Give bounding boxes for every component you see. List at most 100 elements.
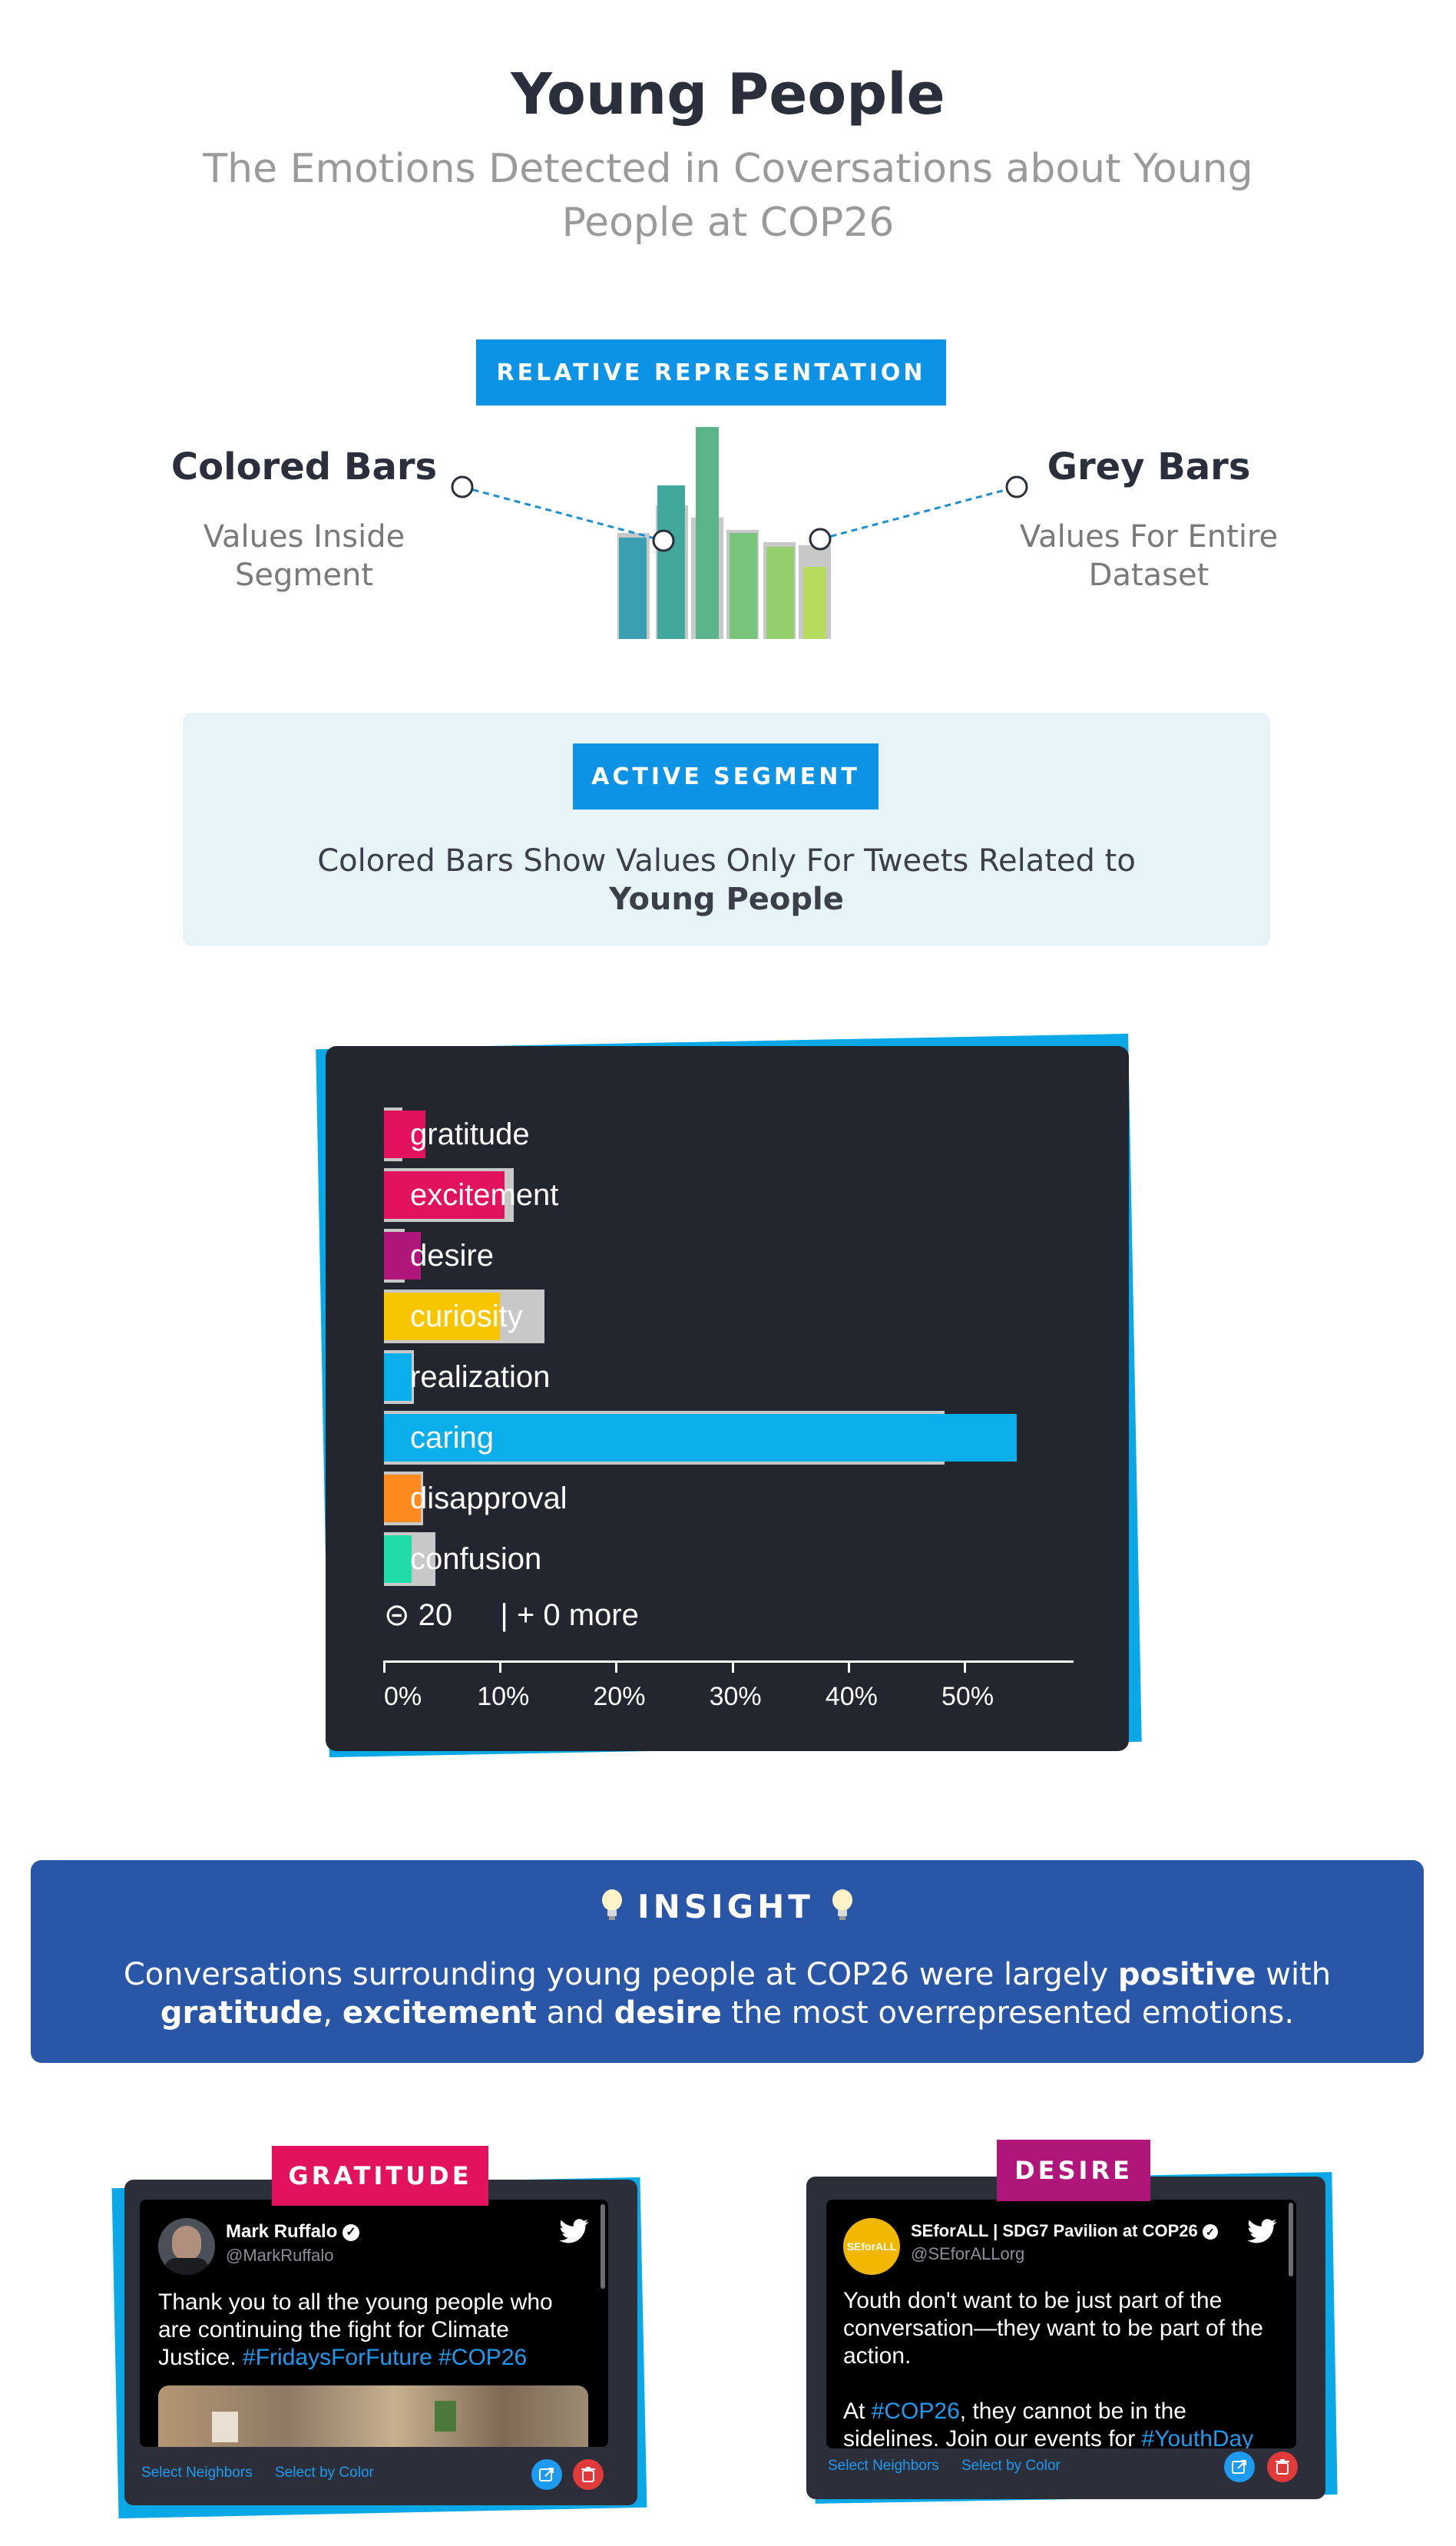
avatar: SEforALL bbox=[843, 2218, 900, 2275]
verified-icon: ✓ bbox=[342, 2223, 360, 2241]
insight-text-part: with bbox=[1256, 1957, 1332, 1992]
bar-label-caring: caring bbox=[410, 1421, 494, 1455]
bar-label-confusion: confusion bbox=[410, 1542, 542, 1576]
bar-curiosity[interactable] bbox=[384, 1293, 501, 1340]
grey-bars-description: Values For Entire Dataset bbox=[1019, 519, 1279, 593]
delete-tweet-button[interactable] bbox=[573, 2459, 604, 2490]
colored-bars-description: Values Inside Segment bbox=[203, 519, 405, 593]
tweet-author-name-text: Mark Ruffalo bbox=[226, 2221, 338, 2242]
trash-icon bbox=[581, 2467, 595, 2482]
select-neighbors-link[interactable]: Select Neighbors bbox=[141, 2465, 253, 2481]
tweet-text-paragraph: Youth don't want to be just part of the … bbox=[843, 2288, 1263, 2369]
open-external-icon bbox=[539, 2468, 554, 2481]
insight-box bbox=[31, 1860, 1424, 2063]
colored-bars-title: Colored Bars bbox=[170, 445, 438, 488]
bar-label-desire: desire bbox=[410, 1239, 494, 1273]
x-axis-tick-label: 20% bbox=[593, 1682, 646, 1711]
x-axis-tick bbox=[383, 1660, 386, 1673]
trash-icon bbox=[1276, 2459, 1289, 2475]
bar-gratitude[interactable] bbox=[384, 1111, 426, 1158]
x-axis-line bbox=[384, 1660, 1074, 1663]
tweet-scrollbar[interactable] bbox=[601, 2204, 605, 2289]
bar-label-excitement: excitement bbox=[410, 1178, 559, 1212]
legend-grey-bars bbox=[617, 505, 831, 639]
insight-heading-label: INSIGHT bbox=[637, 1888, 814, 1925]
insight-keyword-positive: positive bbox=[1117, 1957, 1256, 1992]
tweet-author-handle: @SEforALLorg bbox=[911, 2244, 1025, 2263]
x-axis-tick bbox=[847, 1660, 850, 1673]
x-axis-tick-label: 10% bbox=[477, 1682, 530, 1711]
more-categories-link[interactable]: | + 0 more bbox=[500, 1598, 639, 1632]
avatar-initials: SEforALL bbox=[846, 2240, 897, 2253]
select-neighbors-link[interactable]: Select Neighbors bbox=[828, 2458, 939, 2474]
bar-realization[interactable] bbox=[384, 1353, 412, 1401]
twitter-bird-icon bbox=[1247, 2218, 1278, 2247]
tweet-embed[interactable]: Mark Ruffalo ✓ @MarkRuffalo Thank you to… bbox=[140, 2200, 608, 2447]
verified-icon: ✓ bbox=[1202, 2224, 1218, 2240]
legend-connectors bbox=[462, 485, 1018, 542]
lightbulb-icon bbox=[831, 1889, 854, 1930]
bar-disapproval[interactable] bbox=[384, 1475, 422, 1522]
x-axis-tick-label: 50% bbox=[941, 1682, 994, 1711]
insight-text-part: Conversations surrounding young people a… bbox=[123, 1957, 1118, 1992]
twitter-bird-icon bbox=[559, 2218, 590, 2247]
insight-text: Conversations surrounding young people a… bbox=[92, 1955, 1362, 2032]
tweet-embed[interactable]: SEforALL SEforALL | SDG7 Pavilion at COP… bbox=[826, 2200, 1296, 2448]
bar-caring[interactable] bbox=[384, 1414, 1018, 1462]
insight-text-part: the most overrepresented emotions. bbox=[721, 1995, 1295, 2031]
tweet-text: Youth don't want to be just part of the … bbox=[843, 2287, 1273, 2448]
legend-dot-colored bbox=[652, 529, 675, 552]
open-tweet-button[interactable] bbox=[1224, 2452, 1255, 2482]
delete-tweet-button[interactable] bbox=[1267, 2452, 1298, 2482]
tweet-text-paragraph: At #COP26, they cannot be in the sidelin… bbox=[843, 2398, 1273, 2448]
active-segment-name: Young People bbox=[609, 882, 844, 917]
emotion-bar-chart[interactable]: gratitude excitement desire curiosity realiz… bbox=[326, 1046, 1129, 1751]
x-axis-tick bbox=[964, 1660, 966, 1673]
legend-colored-bars bbox=[619, 427, 826, 639]
tweet-media-image bbox=[158, 2385, 588, 2447]
x-axis-tick bbox=[731, 1660, 734, 1673]
active-segment-description: Colored Bars Show Values Only For Tweets… bbox=[183, 842, 1270, 919]
bar-excitement[interactable] bbox=[384, 1171, 505, 1219]
tweet-hashtag[interactable]: #COP26 bbox=[871, 2399, 960, 2424]
tweet-card-gratitude[interactable]: Mark Ruffalo ✓ @MarkRuffalo Thank you to… bbox=[124, 2180, 637, 2505]
bar-label-gratitude: gratitude bbox=[410, 1117, 530, 1151]
tweet-text-part: At bbox=[843, 2399, 872, 2424]
bar-label-disapproval: disapproval bbox=[410, 1482, 568, 1515]
bar-label-curiosity: curiosity bbox=[410, 1299, 523, 1333]
tweet-scrollbar[interactable] bbox=[1289, 2203, 1293, 2276]
page-title: Young People bbox=[511, 61, 945, 127]
tweet-text-body: Thank you to all the young people who ar… bbox=[158, 2289, 553, 2370]
tweet-tag-gratitude: GRATITUDE bbox=[272, 2146, 488, 2206]
insight-keyword-excitement: excitement bbox=[342, 1995, 537, 2031]
lightbulb-icon bbox=[601, 1889, 624, 1930]
legend-dot-left bbox=[451, 475, 474, 498]
x-axis-tick-label: 40% bbox=[825, 1682, 878, 1711]
avatar bbox=[158, 2218, 215, 2275]
tweet-card-desire[interactable]: SEforALL SEforALL | SDG7 Pavilion at COP… bbox=[806, 2177, 1325, 2499]
bar-label-realization: realization bbox=[410, 1360, 551, 1394]
page-subtitle: The Emotions Detected in Coversations ab… bbox=[203, 146, 1253, 246]
select-by-color-link[interactable]: Select by Color bbox=[275, 2465, 374, 2481]
bar-confusion[interactable] bbox=[384, 1535, 412, 1583]
select-by-color-link[interactable]: Select by Color bbox=[961, 2458, 1061, 2474]
insight-text-part: , bbox=[323, 1995, 342, 2031]
x-axis-tick-label: 30% bbox=[709, 1682, 762, 1711]
tweet-text-part: , they cannot be in the sidelines. Join … bbox=[843, 2399, 1186, 2448]
tweet-hashtags[interactable]: #FridaysForFuture #COP26 bbox=[243, 2345, 528, 2370]
chart-footer: ⊝ 20 | + 0 more bbox=[384, 1597, 639, 1633]
tweet-author-handle: @MarkRuffalo bbox=[226, 2246, 334, 2265]
x-axis-tick-label: 0% bbox=[384, 1682, 422, 1711]
open-tweet-button[interactable] bbox=[531, 2459, 562, 2490]
tweet-author-name-text: SEforALL | SDG7 Pavilion at COP26 bbox=[911, 2221, 1198, 2240]
x-axis-tick bbox=[499, 1660, 502, 1673]
legend-illustration bbox=[451, 427, 1028, 639]
grey-bars-title: Grey Bars bbox=[1047, 445, 1251, 488]
legend-dot-right bbox=[1005, 475, 1028, 498]
remove-count-button[interactable]: ⊝ 20 bbox=[384, 1598, 453, 1632]
insight-heading: INSIGHT bbox=[31, 1888, 1424, 1930]
tweet-hashtag[interactable]: #YouthDay bbox=[1141, 2426, 1254, 2448]
bar-desire[interactable] bbox=[384, 1232, 422, 1280]
tweet-author-name: SEforALL | SDG7 Pavilion at COP26 ✓ bbox=[911, 2221, 1218, 2241]
tweet-author-name: Mark Ruffalo ✓ bbox=[226, 2221, 360, 2243]
